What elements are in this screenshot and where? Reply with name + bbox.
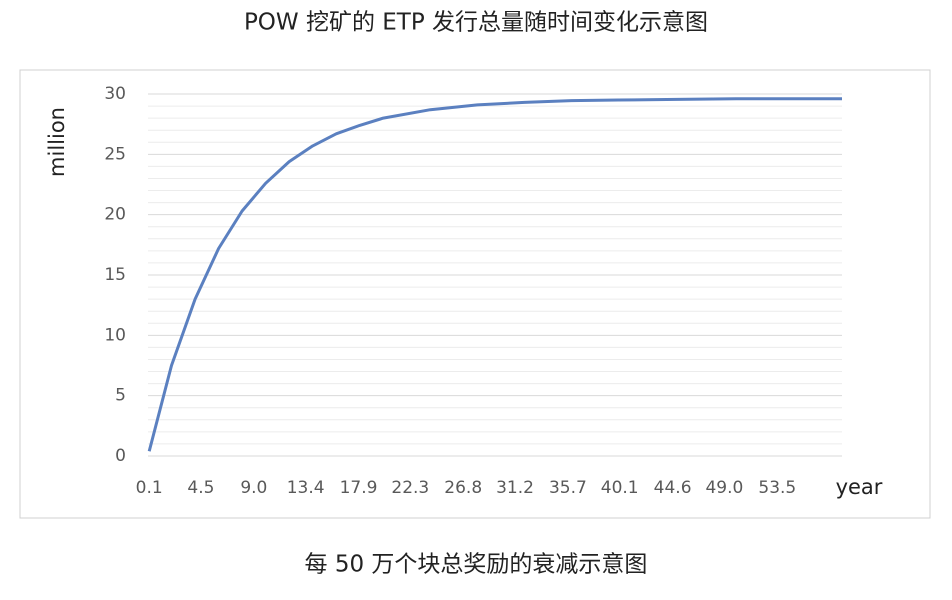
x-tick-label: 9.0: [240, 478, 267, 498]
x-tick-label: 44.6: [654, 478, 692, 498]
chart-frame: [19, 69, 931, 519]
x-tick-label: 26.8: [444, 478, 482, 498]
y-axis-label: million: [45, 107, 69, 177]
y-tick-label: 15: [104, 265, 126, 285]
y-tick-label: 30: [104, 84, 126, 104]
data-line: [147, 97, 842, 452]
x-tick-label: 4.5: [187, 478, 214, 498]
x-tick-label: 22.3: [391, 478, 429, 498]
x-tick-label: 31.2: [496, 478, 534, 498]
chart-title: POW 挖矿的 ETP 发行总量随时间变化示意图: [244, 10, 708, 36]
x-axis-label: year: [836, 475, 883, 499]
caption: 每 50 万个块总奖励的衰减示意图: [305, 552, 648, 578]
x-tick-label: 53.5: [758, 478, 796, 498]
y-tick-label: 20: [104, 205, 126, 225]
y-tick-label: 0: [115, 446, 126, 466]
x-tick-label: 49.0: [705, 478, 743, 498]
x-tick-label: 13.4: [287, 478, 325, 498]
y-tick-label: 25: [104, 144, 126, 164]
y-tick-label: 5: [115, 386, 126, 406]
x-tick-label: 17.9: [340, 478, 378, 498]
x-tick-label: 40.1: [601, 478, 639, 498]
y-tick-label: 10: [104, 325, 126, 345]
x-tick-label: 35.7: [549, 478, 587, 498]
x-tick-label: 0.1: [136, 478, 163, 498]
